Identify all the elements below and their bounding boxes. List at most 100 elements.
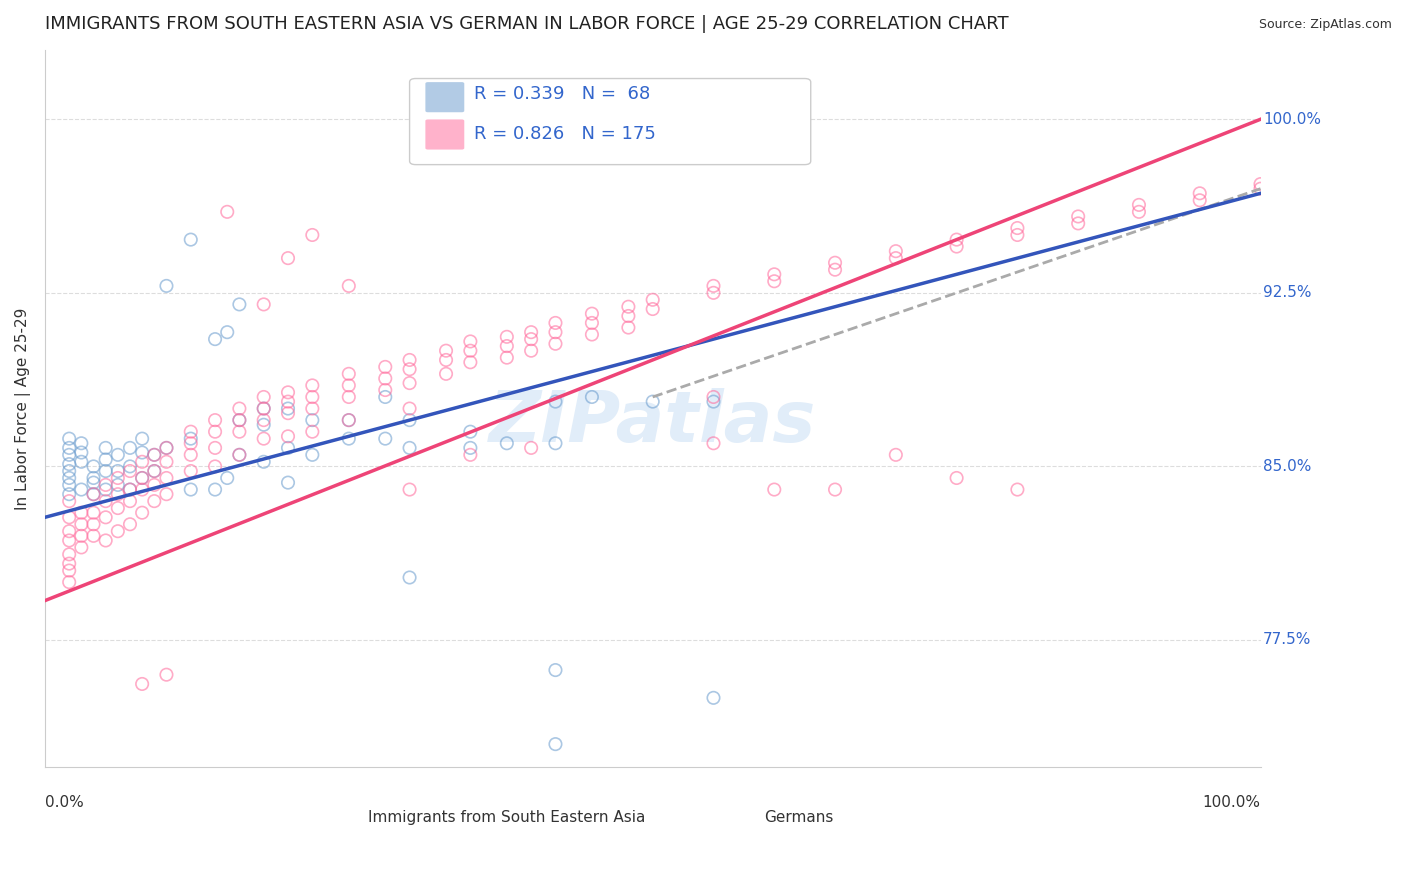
Text: 100.0%: 100.0% <box>1263 112 1322 127</box>
Point <box>398 413 420 427</box>
Point <box>155 279 177 293</box>
Point <box>94 452 117 467</box>
Point <box>374 390 396 404</box>
Point <box>107 501 129 516</box>
Point <box>253 417 276 432</box>
Point <box>824 262 846 277</box>
Point <box>155 455 177 469</box>
Point <box>107 471 129 485</box>
Point <box>58 557 80 571</box>
Y-axis label: In Labor Force | Age 25-29: In Labor Force | Age 25-29 <box>15 308 31 509</box>
Point <box>277 406 299 420</box>
Point <box>544 394 567 409</box>
Point <box>131 471 153 485</box>
Point <box>884 244 907 259</box>
Text: R = 0.339   N =  68: R = 0.339 N = 68 <box>474 86 650 103</box>
Point <box>337 378 360 392</box>
Point <box>58 487 80 501</box>
Point <box>118 483 141 497</box>
FancyBboxPatch shape <box>426 82 464 112</box>
Point <box>155 487 177 501</box>
Point <box>1007 227 1029 242</box>
Point <box>83 459 105 474</box>
Text: IMMIGRANTS FROM SOUTH EASTERN ASIA VS GERMAN IN LABOR FORCE | AGE 25-29 CORRELAT: IMMIGRANTS FROM SOUTH EASTERN ASIA VS GE… <box>45 15 1008 33</box>
Point <box>83 487 105 501</box>
Point <box>277 385 299 400</box>
Point <box>374 359 396 374</box>
Point <box>70 541 93 555</box>
Point <box>58 564 80 578</box>
Point <box>460 448 482 462</box>
Point <box>143 448 166 462</box>
Point <box>1007 221 1029 235</box>
Point <box>143 464 166 478</box>
Point <box>544 336 567 351</box>
Point <box>143 494 166 508</box>
Point <box>94 494 117 508</box>
Point <box>374 371 396 385</box>
Point <box>107 464 129 478</box>
Point <box>520 343 543 358</box>
Point <box>301 401 323 416</box>
Point <box>143 448 166 462</box>
Point <box>337 413 360 427</box>
Point <box>641 394 664 409</box>
Point <box>204 425 226 439</box>
Point <box>94 441 117 455</box>
Point <box>180 448 202 462</box>
Point <box>702 285 724 300</box>
Point <box>107 524 129 539</box>
Point <box>824 256 846 270</box>
Point <box>70 445 93 459</box>
Point <box>58 478 80 492</box>
Point <box>301 413 323 427</box>
Point <box>337 390 360 404</box>
Point <box>94 533 117 548</box>
Point <box>83 487 105 501</box>
Point <box>180 483 202 497</box>
Point <box>763 274 786 288</box>
Point <box>118 494 141 508</box>
Point <box>337 432 360 446</box>
Point <box>107 478 129 492</box>
Point <box>253 432 276 446</box>
Point <box>180 464 202 478</box>
Point <box>58 441 80 455</box>
Point <box>374 383 396 397</box>
Point <box>520 332 543 346</box>
Point <box>702 390 724 404</box>
Point <box>58 547 80 561</box>
Text: ZIPatlas: ZIPatlas <box>489 388 817 458</box>
Point <box>277 429 299 443</box>
Point <box>155 471 177 485</box>
Point <box>301 227 323 242</box>
Point <box>520 325 543 339</box>
Point <box>277 401 299 416</box>
Point <box>228 413 250 427</box>
Point <box>155 667 177 681</box>
Point <box>253 401 276 416</box>
Point <box>337 413 360 427</box>
Point <box>434 367 457 381</box>
Point <box>1007 483 1029 497</box>
Point <box>253 401 276 416</box>
Point <box>83 471 105 485</box>
Point <box>763 483 786 497</box>
FancyBboxPatch shape <box>426 120 464 150</box>
Text: 0.0%: 0.0% <box>45 795 83 810</box>
Point <box>228 448 250 462</box>
Point <box>118 464 141 478</box>
Point <box>945 233 967 247</box>
Point <box>460 334 482 349</box>
Point <box>118 483 141 497</box>
Point <box>398 570 420 584</box>
Point <box>702 394 724 409</box>
Point <box>617 309 640 323</box>
Point <box>702 436 724 450</box>
Point <box>495 339 517 353</box>
Point <box>460 355 482 369</box>
Text: 77.5%: 77.5% <box>1263 632 1312 648</box>
Point <box>58 510 80 524</box>
Point <box>1250 182 1272 196</box>
Point <box>70 483 93 497</box>
